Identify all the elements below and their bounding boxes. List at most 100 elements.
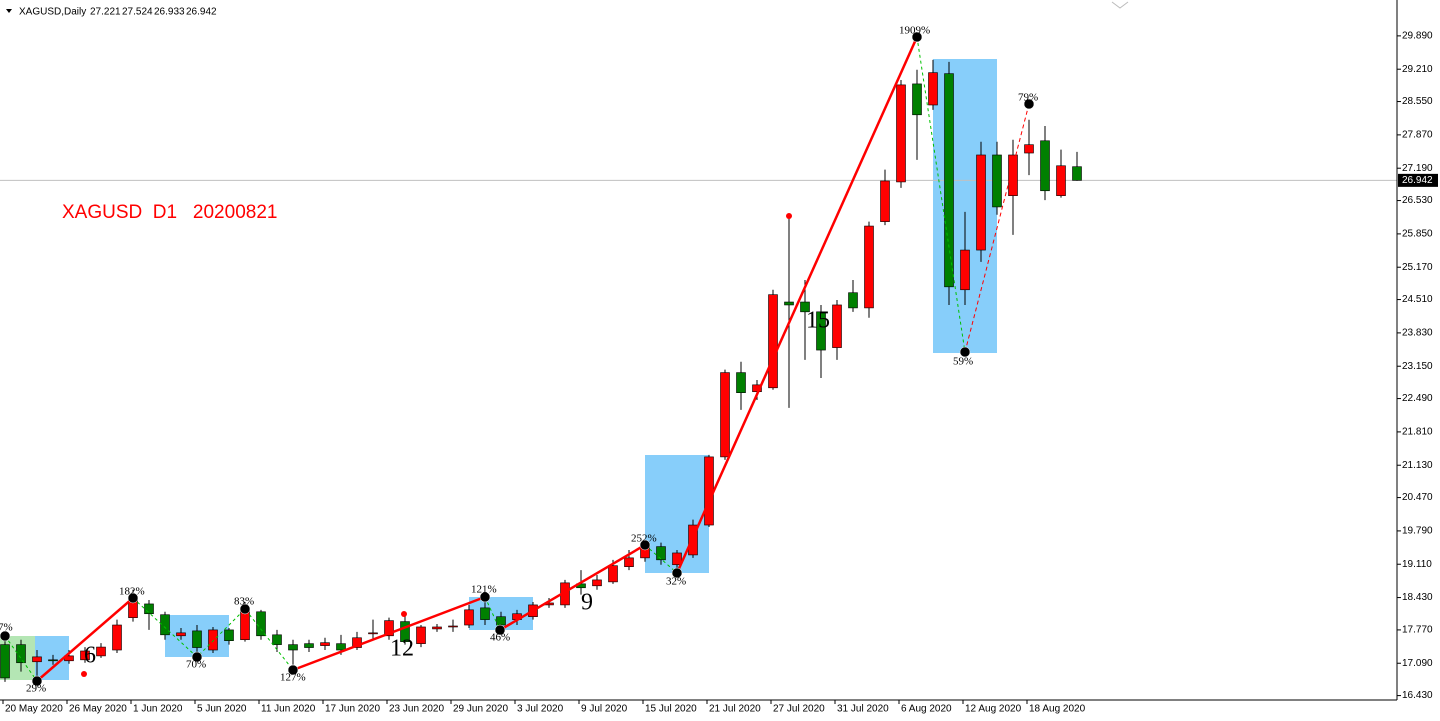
candle-body: [928, 72, 938, 106]
pivot: [287, 664, 299, 676]
y-tick-label: 21.810: [1402, 427, 1433, 438]
candle-body: [896, 84, 906, 183]
candle-body: [48, 659, 58, 662]
wave-line: [36, 597, 134, 682]
percent-label: 83%: [234, 596, 254, 608]
wave-line: [916, 36, 966, 353]
header-close: 26.942: [186, 7, 217, 18]
pivot: [191, 651, 203, 663]
y-tick-label: 28.550: [1402, 96, 1433, 107]
y-tick-label: 23.150: [1402, 361, 1433, 372]
x-tick-label: 11 Jun 2020: [261, 704, 316, 715]
y-tick-label: 21.130: [1402, 460, 1433, 471]
y-tick-label: 22.490: [1402, 393, 1433, 404]
candle-body: [720, 372, 730, 458]
candle-body: [608, 565, 618, 583]
percent-label: 127%: [280, 672, 306, 684]
fractal-dot: [401, 611, 407, 617]
x-tick-label: 29 Jun 2020: [453, 704, 508, 715]
candle-body: [800, 301, 810, 313]
wave-label: 12: [390, 636, 414, 662]
y-tick-label: 19.110: [1402, 559, 1432, 570]
candle-body: [288, 644, 298, 651]
pivot: [639, 539, 651, 551]
candle-body: [1072, 166, 1082, 181]
x-tick-label: 31 Jul 2020: [837, 704, 889, 715]
y-tick-label: 29.890: [1402, 31, 1433, 42]
y-tick-label: 20.470: [1402, 492, 1433, 503]
pivot: [479, 591, 491, 603]
x-tick-label: 21 Jul 2020: [709, 704, 761, 715]
candle-body: [112, 624, 122, 651]
y-tick-label: 17.770: [1402, 625, 1433, 636]
y-tick-label: 29.210: [1402, 64, 1433, 75]
candle-body: [848, 292, 858, 309]
percent-label: 59%: [953, 356, 973, 368]
x-tick-label: 6 Aug 2020: [901, 704, 952, 715]
highlight-boxes: [0, 59, 997, 680]
candle-body: [16, 644, 26, 664]
percent-label: 70%: [186, 659, 206, 671]
y-tick-label: 25.850: [1402, 229, 1433, 240]
candle-body: [384, 620, 394, 637]
percent-label: 121%: [471, 584, 497, 596]
candle-body: [704, 456, 714, 526]
candles: [0, 59, 1082, 685]
candle-body: [224, 629, 234, 641]
candle-body: [912, 83, 922, 116]
candle-body: [832, 304, 842, 348]
wave-line: [964, 103, 1030, 353]
candle-body: [592, 579, 602, 587]
chart-annotation: XAGUSD D1 20200821: [62, 202, 277, 223]
wave-line: [132, 597, 294, 671]
current-price-label: 26.942: [1402, 175, 1433, 186]
x-tick-label: 23 Jun 2020: [389, 704, 444, 715]
y-tick-label: 19.790: [1402, 526, 1433, 537]
current-price-tag: [1398, 173, 1438, 187]
candle-body: [480, 607, 490, 620]
pivot: [1023, 98, 1035, 110]
pivot: [31, 675, 43, 687]
y-tick-label: 27.870: [1402, 130, 1433, 141]
candle-body: [864, 225, 874, 309]
candle-body: [656, 546, 666, 561]
x-tick-label: 9 Jul 2020: [581, 704, 628, 715]
candle-body: [96, 646, 106, 657]
time-axis-area: [0, 700, 1440, 721]
wave-line: [484, 596, 501, 631]
candle-body: [416, 626, 426, 644]
y-tick-label: 26.530: [1402, 195, 1433, 206]
wave-overlay: [0, 31, 1035, 687]
percent-label: 252%: [631, 533, 657, 545]
candle-body: [976, 154, 986, 251]
y-tick-label: 17.090: [1402, 658, 1433, 669]
candle-body: [1024, 144, 1034, 154]
percent-label: 7%: [0, 622, 13, 634]
wave-label: 6: [84, 643, 96, 669]
pivot: [239, 603, 251, 615]
x-tick-label: 26 May 2020: [69, 704, 127, 715]
candle-body: [960, 249, 970, 291]
candle-body: [992, 154, 1002, 208]
chart-title: XAGUSD,Daily: [19, 7, 86, 18]
candle-body: [624, 557, 634, 567]
candle-body: [144, 603, 154, 615]
candle-body: [192, 630, 202, 648]
candle-body: [80, 650, 90, 661]
candle-body: [1040, 140, 1050, 192]
y-tick-label: 25.170: [1402, 262, 1433, 273]
candle-body: [160, 614, 170, 636]
x-tick-label: 5 Jun 2020: [197, 704, 247, 715]
y-tick-label: 23.830: [1402, 328, 1433, 339]
wave-line: [499, 543, 646, 632]
candle-body: [304, 643, 314, 648]
wave-label: 15: [806, 308, 830, 334]
candle-body: [256, 611, 266, 637]
y-tick-label: 24.510: [1402, 294, 1433, 305]
wave-line: [644, 544, 678, 574]
candle-body: [0, 644, 10, 679]
x-tick-label: 18 Aug 2020: [1029, 704, 1086, 715]
candle-body: [176, 632, 186, 637]
